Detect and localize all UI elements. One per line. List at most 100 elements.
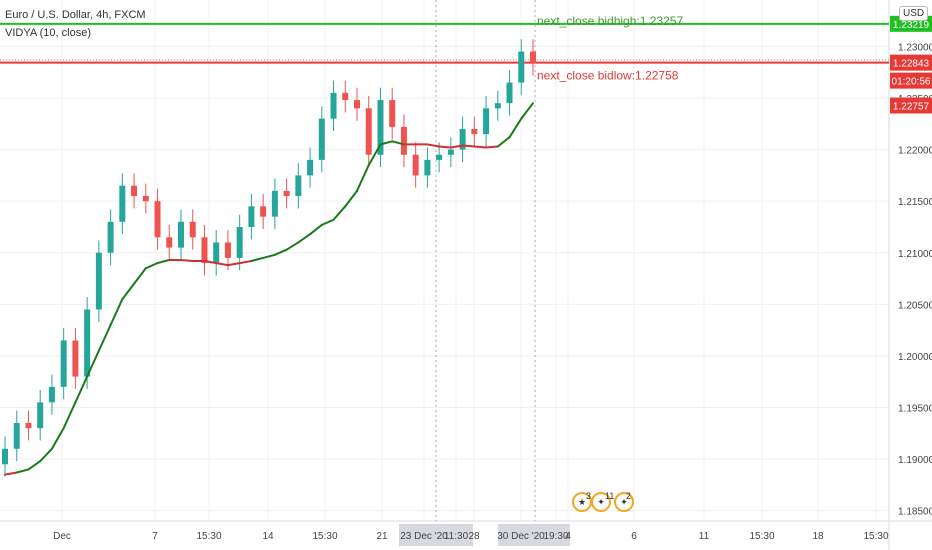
crosshair-date-badge — [498, 524, 570, 546]
vidya-segment — [297, 233, 312, 244]
candle-body — [84, 309, 91, 377]
candle-body — [283, 190, 290, 197]
vidya-segment — [4, 471, 18, 476]
vidya-segment — [203, 260, 218, 265]
y-tick-label: 1.23000 — [898, 42, 932, 53]
indicator-legend[interactable]: VIDYA (10, close) — [5, 27, 91, 39]
candle-body — [342, 92, 349, 101]
vidya-segment — [273, 248, 288, 256]
candle-body — [72, 340, 79, 377]
y-tick-label: 1.18500 — [898, 507, 932, 518]
candle-body — [213, 242, 220, 264]
price-tag — [890, 72, 932, 89]
candle-body — [13, 422, 20, 449]
candle-body — [295, 175, 302, 197]
x-tick-label: 23 Dec '20 — [400, 531, 448, 542]
x-tick-label: 15:30 — [196, 531, 221, 542]
vidya-segment — [15, 468, 30, 474]
candle-body — [248, 206, 255, 227]
eu-flag-event-icon[interactable]: ✦ — [614, 492, 634, 512]
candle-body — [2, 448, 8, 465]
vidya-segment — [285, 241, 300, 251]
price-tag-label: 1.23219 — [893, 20, 930, 31]
x-tick-label: 4 — [565, 531, 571, 542]
vidya-segment — [320, 218, 335, 226]
candle-body — [307, 159, 314, 176]
candle-body — [400, 126, 407, 155]
vidya-segment — [238, 260, 253, 265]
currency-button[interactable]: USD — [899, 6, 929, 21]
vidya-segment — [508, 117, 523, 139]
x-tick-label: 28 — [468, 531, 480, 542]
event-count: 11 — [605, 491, 615, 501]
vidya-segment — [121, 282, 136, 301]
candle-body — [131, 185, 138, 197]
y-tick-label: 1.20500 — [898, 300, 932, 311]
candle-body — [483, 108, 490, 135]
candle-body — [224, 242, 231, 258]
x-tick-label: 11 — [699, 531, 710, 542]
vidya-segment — [379, 140, 394, 146]
x-tick-label: 6 — [631, 531, 637, 542]
vidya-segment — [461, 144, 476, 148]
event-count: 3 — [586, 491, 592, 501]
candle-body — [330, 92, 337, 119]
candle-body — [60, 340, 67, 387]
candle-body — [506, 82, 513, 104]
candle-body — [377, 100, 384, 155]
x-tick-label: 30 Dec '20 — [497, 531, 545, 542]
x-tick-label: Dec — [53, 531, 71, 542]
y-tick-label: 1.21500 — [898, 197, 932, 208]
candle-body — [271, 190, 278, 217]
candle-body — [365, 108, 372, 155]
vidya-segment — [520, 102, 534, 120]
candle-body — [354, 100, 360, 109]
vidya-segment — [426, 143, 441, 148]
vidya-segment — [133, 267, 147, 285]
vidya-segment — [62, 401, 77, 430]
candle-body — [107, 221, 114, 253]
vidya-segment — [449, 144, 464, 149]
candle-body — [459, 128, 466, 150]
x-tick-label: 15:30 — [749, 531, 774, 542]
vidya-segment — [262, 253, 276, 259]
bidhigh-annotation: next_close bidhigh:1.23257 — [537, 14, 683, 28]
price-tag — [890, 54, 932, 71]
candle-body — [166, 237, 173, 248]
event-count: 2 — [626, 491, 632, 501]
candle-body — [178, 221, 184, 248]
vidya-segment — [496, 136, 511, 148]
price-tag-label: 01:20:56 — [892, 77, 931, 88]
vidya-segment — [39, 447, 53, 463]
x-tick-label: 14 — [262, 531, 274, 542]
candle-body — [318, 118, 325, 160]
crosshair-date-badge — [399, 524, 473, 546]
price-tag-label: 1.22757 — [893, 101, 930, 112]
x-tick-label: 15:30 — [863, 531, 888, 542]
vidya-segment — [109, 298, 124, 326]
y-tick-label: 1.19500 — [898, 404, 932, 415]
vidya-segment — [86, 349, 100, 378]
candle-body — [447, 149, 454, 155]
vidya-segment — [344, 189, 358, 208]
eu-flag-event-icon[interactable]: ✦ — [591, 492, 611, 512]
y-tick-label: 1.19000 — [898, 455, 932, 466]
vidya-segment — [473, 145, 488, 149]
vidya-segment — [250, 256, 265, 263]
candle-body — [37, 402, 44, 429]
price-tag-label: 1.22843 — [893, 59, 930, 70]
candle-body — [189, 221, 196, 238]
candle-body — [95, 252, 102, 310]
x-tick-label: 21 — [376, 531, 388, 542]
vidya-segment — [180, 258, 194, 263]
vidya-segment — [391, 140, 405, 146]
vidya-segment — [27, 460, 42, 471]
candle-body — [530, 51, 536, 63]
x-tick-label: 18 — [812, 531, 824, 542]
candle-body — [154, 201, 161, 238]
vidya-segment — [74, 375, 89, 404]
candle-body — [389, 100, 396, 127]
vidya-segment — [144, 262, 159, 270]
vidya-segment — [438, 145, 452, 149]
